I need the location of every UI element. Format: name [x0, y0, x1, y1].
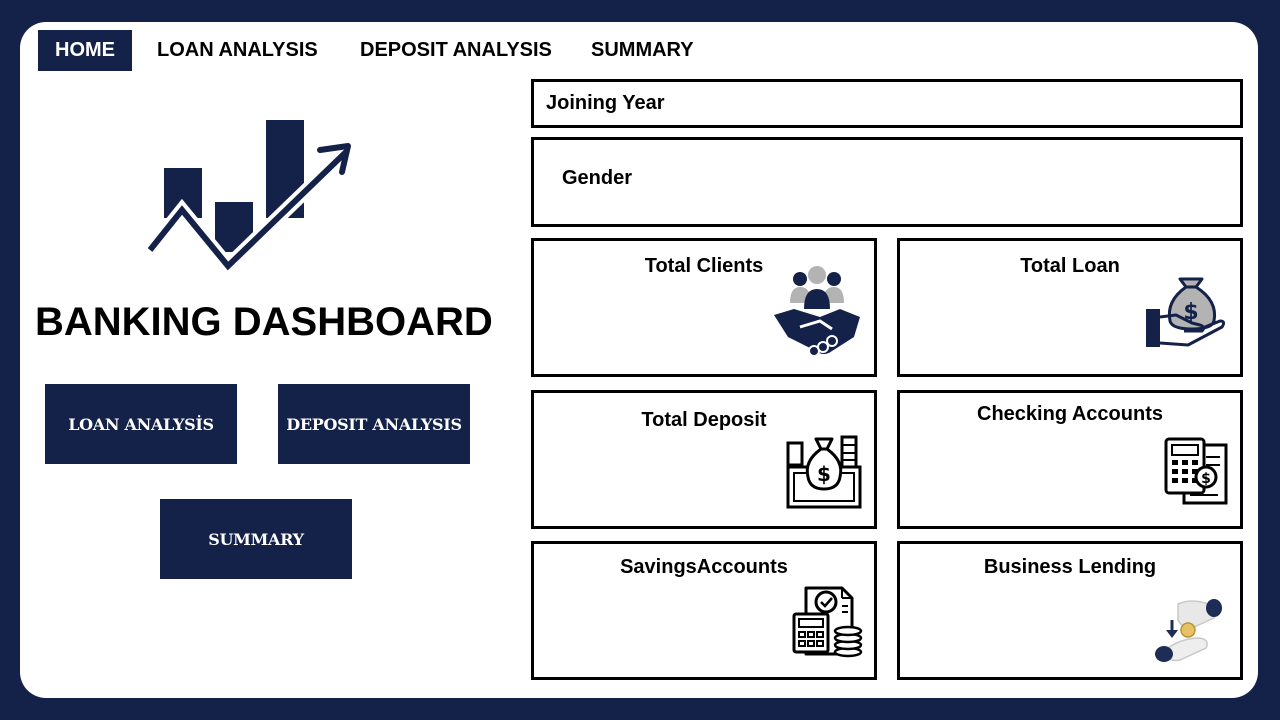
gender-label: Gender	[562, 167, 633, 189]
svg-text:$: $	[1201, 471, 1211, 487]
hand-coin-icon	[1155, 599, 1222, 662]
tab-deposit-analysis[interactable]: DEPOSIT ANALYSIS	[360, 39, 552, 61]
joining-year-label: Joining Year	[546, 92, 665, 114]
svg-text:$: $	[1183, 300, 1198, 325]
card-title: Total Loan	[1020, 255, 1120, 277]
card-title: Checking Accounts	[977, 403, 1163, 425]
money-bag-hand-icon: $	[1146, 277, 1226, 347]
card-title: Total Clients	[644, 255, 764, 277]
loan-analysis-button[interactable]: LOAN ANALYSİS	[45, 384, 237, 464]
tab-home[interactable]: HOME	[38, 30, 132, 71]
tab-loan-analysis[interactable]: LOAN ANALYSIS	[157, 39, 318, 61]
top-navigation: HOME LOAN ANALYSIS DEPOSIT ANALYSIS SUMM…	[20, 22, 1258, 82]
dashboard-panel: HOME LOAN ANALYSIS DEPOSIT ANALYSIS SUMM…	[20, 22, 1258, 698]
joining-year-filter[interactable]: Joining Year	[531, 79, 1243, 128]
svg-text:$: $	[817, 462, 831, 486]
card-title: Total Deposit	[641, 409, 767, 431]
total-loan-card: Total Loan $	[897, 238, 1243, 377]
gender-filter[interactable]: Gender	[531, 137, 1243, 227]
card-title: Business Lending	[983, 556, 1157, 578]
page-title: BANKING DASHBOARD	[35, 300, 493, 344]
total-deposit-card: Total Deposit $	[531, 390, 877, 529]
tab-summary[interactable]: SUMMARY	[591, 39, 694, 61]
cash-deposit-icon: $	[786, 435, 862, 509]
savings-accounts-card: SavingsAccounts	[531, 541, 877, 680]
checking-accounts-card: Checking Accounts $	[897, 390, 1243, 529]
card-title: SavingsAccounts	[620, 556, 788, 578]
deposit-analysis-button[interactable]: DEPOSIT ANALYSIS	[278, 384, 470, 464]
savings-document-coins-icon	[792, 586, 863, 658]
growth-chart-logo-icon	[148, 120, 351, 274]
summary-button[interactable]: SUMMARY	[160, 499, 352, 579]
clients-handshake-icon	[774, 266, 860, 357]
business-lending-card: Business Lending	[897, 541, 1243, 680]
total-clients-card: Total Clients	[531, 238, 877, 377]
calculator-document-icon: $	[1164, 437, 1228, 505]
